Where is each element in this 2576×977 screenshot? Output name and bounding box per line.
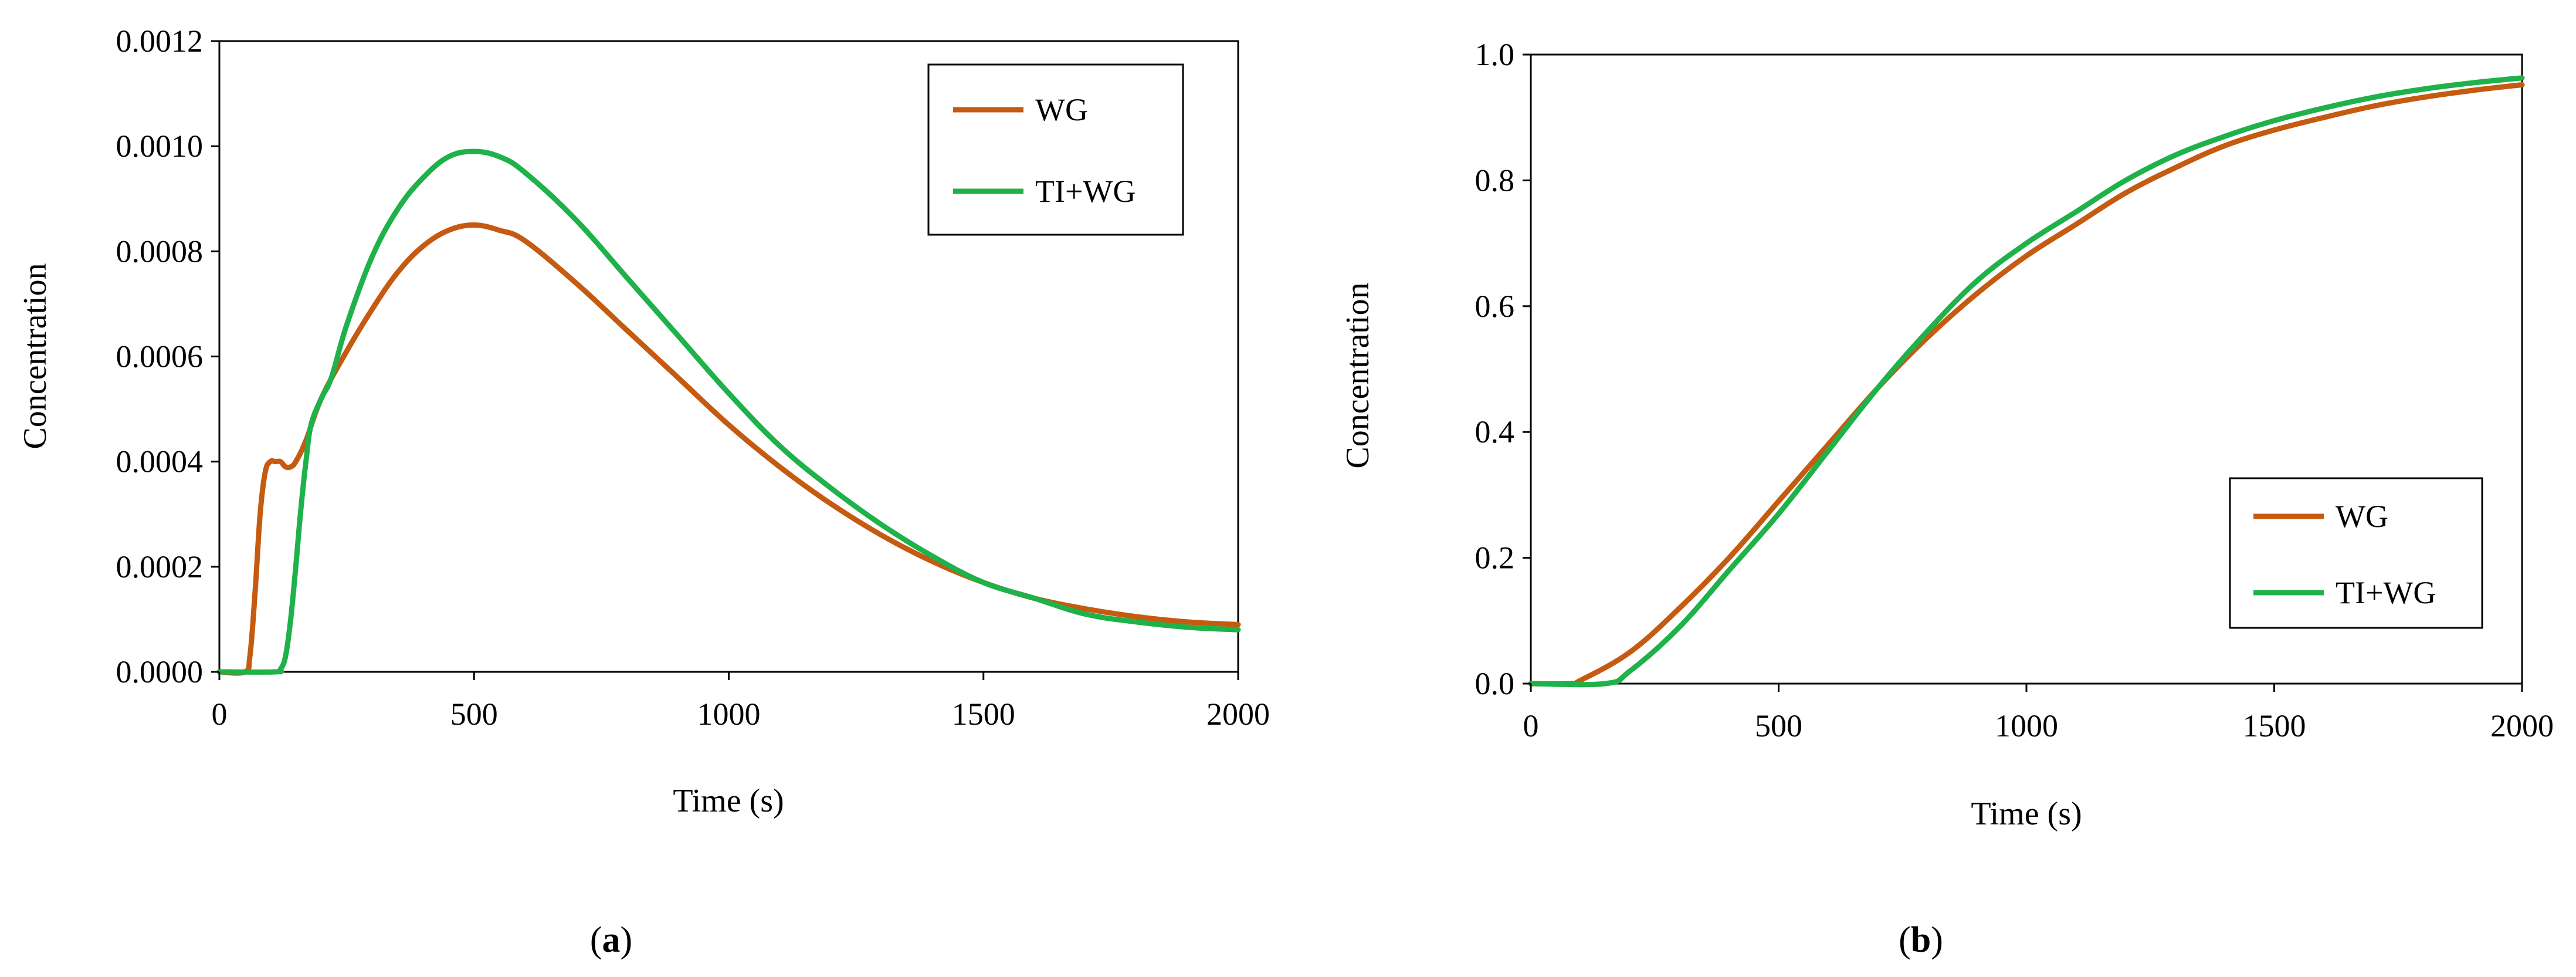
chart-b-y-tick-label: 0.4 <box>1475 414 1515 449</box>
chart-a-y-tick-label: 0.0002 <box>116 549 204 584</box>
chart-b-x-tick-label: 1000 <box>1995 708 2058 743</box>
chart-b-y-tick-label: 0.6 <box>1475 289 1515 324</box>
chart-b-y-tick-label: 0.8 <box>1475 163 1515 198</box>
chart-b-series <box>1528 75 2525 688</box>
chart-a-x-tick-label: 1500 <box>952 697 1015 732</box>
chart-a-y-ticks: 0.0000 0.0002 0.0004 0.0006 0.0008 0.0010 0.00… <box>116 23 219 689</box>
chart-a-x-tick-label: 2000 <box>1206 697 1270 732</box>
chart-b-x-axis-label: Time (s) <box>1971 796 2082 832</box>
chart-b-legend-tiwg-label: TI+WG <box>2336 575 2436 610</box>
chart-a: 0.0000 0.0002 0.0004 0.0006 0.0008 0.0010 0.00… <box>17 23 1270 960</box>
chart-a-legend: WG TI+WG <box>927 63 1184 236</box>
chart-a-x-tick-label: 500 <box>450 697 498 732</box>
chart-b-x-tick-label: 500 <box>1755 708 1802 743</box>
chart-a-y-axis-label: Concentration <box>17 263 53 449</box>
chart-a-x-axis-label: Time (s) <box>673 783 784 819</box>
chart-a-legend-tiwg-label: TI+WG <box>1035 174 1136 209</box>
chart-a-x-ticks: 0 500 1000 1500 2000 <box>212 672 1270 732</box>
chart-a-x-tick-label: 0 <box>212 697 228 732</box>
chart-b-series-wg-line <box>1528 82 2525 687</box>
chart-b-y-tick-label: 1.0 <box>1475 37 1515 72</box>
chart-a-y-tick-label: 0.0012 <box>116 23 204 59</box>
chart-b-y-ticks: 0.0 0.2 0.4 0.6 0.8 1.0 <box>1475 37 1531 701</box>
chart-a-series-wg-line <box>216 222 1241 676</box>
chart-b-series-tiwg-line <box>1528 75 2525 688</box>
chart-b-legend-wg-label: WG <box>2336 499 2388 534</box>
chart-a-series <box>216 148 1241 676</box>
chart-b-y-tick-label: 0.2 <box>1475 540 1515 576</box>
chart-a-y-tick-label: 0.0006 <box>116 339 204 374</box>
chart-a-series-tiwg-line <box>216 148 1241 675</box>
chart-b-x-tick-label: 2000 <box>2490 708 2554 743</box>
chart-a-x-tick-label: 1000 <box>697 697 761 732</box>
chart-b-caption: (b) <box>1899 920 1943 960</box>
chart-a-y-tick-label: 0.0008 <box>116 234 204 269</box>
chart-a-legend-box <box>927 63 1184 236</box>
chart-a-legend-wg-label: WG <box>1035 92 1088 127</box>
chart-a-caption: (a) <box>590 920 632 960</box>
chart-b-x-ticks: 0 500 1000 1500 2000 <box>1523 684 2554 743</box>
chart-b-legend: WG TI+WG <box>2229 477 2483 629</box>
chart-b-y-axis-label: Concentration <box>1340 282 1376 468</box>
chart-b-x-tick-label: 1500 <box>2243 708 2306 743</box>
chart-b-y-tick-label: 0.0 <box>1475 666 1515 701</box>
chart-b-caption-letter: b <box>1911 920 1931 960</box>
chart-a-y-tick-label: 0.0004 <box>116 444 204 479</box>
chart-b: 0.0 0.2 0.4 0.6 0.8 1.0 0 500 1000 1500 2000 Time… <box>1340 37 2554 960</box>
chart-a-caption-letter: a <box>602 920 621 960</box>
chart-b-legend-box <box>2229 477 2483 629</box>
chart-b-x-tick-label: 0 <box>1523 708 1539 743</box>
chart-a-y-tick-label: 0.0010 <box>116 129 204 164</box>
chart-a-y-tick-label: 0.0000 <box>116 654 204 689</box>
